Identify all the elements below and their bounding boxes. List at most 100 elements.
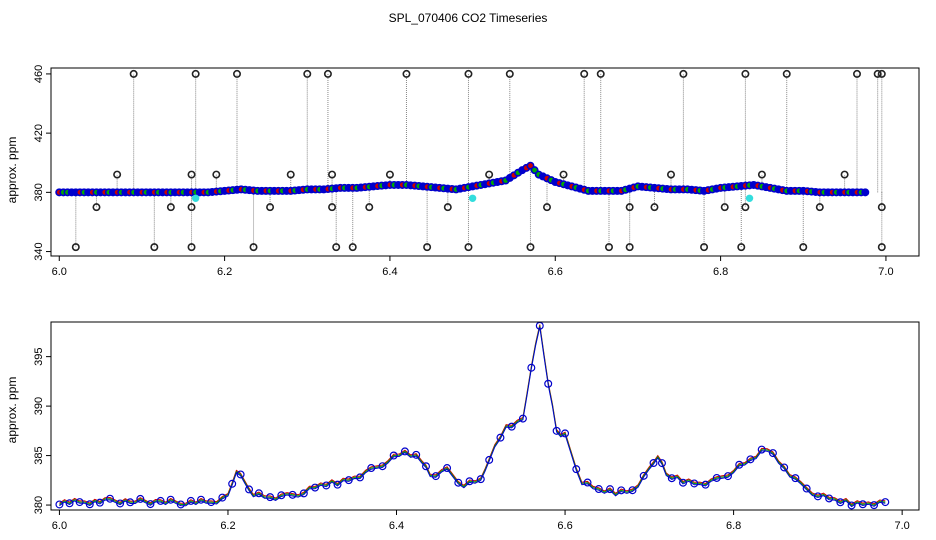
co2-point <box>245 485 254 494</box>
co2-point <box>757 445 766 454</box>
outlier-point <box>799 243 808 252</box>
co2-point <box>617 486 626 495</box>
outlier-point <box>71 243 80 252</box>
outlier-point <box>815 203 824 212</box>
outlier-point <box>286 170 295 179</box>
co2-point <box>156 496 165 505</box>
co2-point <box>813 492 822 501</box>
top-panel: approx. ppm 6.0 6.2 6.4 6.6 6.8 7.0 340 380 420 4… <box>5 65 920 278</box>
outlier-point <box>323 69 332 78</box>
co2-point <box>825 494 834 503</box>
top-x-tick-label: 7.0 <box>878 266 893 278</box>
co2-point <box>197 495 206 504</box>
outlier-point <box>303 69 312 78</box>
bottom-panel: approx. ppm 6.0 6.2 6.4 6.6 6.8 7.0 380 385 390 3… <box>5 321 920 532</box>
co2-point <box>723 472 732 481</box>
outlier-point <box>741 203 750 212</box>
outlier-point <box>129 69 138 78</box>
outlier-point <box>650 203 659 212</box>
bottom-x-tick-label: 6.8 <box>726 520 741 532</box>
bottom-y-tick-label: 380 <box>33 496 45 514</box>
outlier-point <box>212 170 221 179</box>
co2-point <box>649 459 658 468</box>
outlier-point <box>464 69 473 78</box>
co2-point <box>594 485 603 494</box>
outlier-point <box>737 243 746 252</box>
co2-point <box>389 451 398 460</box>
co2-point <box>166 495 175 504</box>
co2-point <box>485 455 494 464</box>
co2-point <box>266 493 275 502</box>
outlier-point <box>464 243 473 252</box>
co2-point <box>378 462 387 471</box>
co2-point <box>657 459 666 468</box>
outlier-point <box>187 203 196 212</box>
outlier-point <box>877 203 886 212</box>
co2-point <box>207 498 216 507</box>
co2-point <box>690 479 699 488</box>
co2-point <box>606 485 615 494</box>
outlier-point <box>559 170 568 179</box>
co2-point <box>701 480 710 489</box>
top-panel-frame <box>50 67 920 257</box>
co2-point <box>583 478 592 487</box>
outlier-point <box>187 170 196 179</box>
co2-point <box>344 476 353 485</box>
outlier-point <box>526 243 535 252</box>
outlier-point <box>485 170 494 179</box>
co2-point <box>333 480 342 489</box>
co2-point <box>836 498 845 507</box>
outlier-point <box>700 243 709 252</box>
co2-point <box>400 447 409 456</box>
outlier-point <box>542 203 551 212</box>
co2-point <box>126 498 135 507</box>
co2-point <box>136 494 145 503</box>
co2-point <box>746 455 755 464</box>
top-x-tick-label: 6.2 <box>217 266 232 278</box>
co2-trace-line <box>59 326 886 508</box>
co2-point <box>496 433 505 442</box>
top-y-tick-label: 460 <box>33 65 45 83</box>
top-y-tick-label: 380 <box>33 183 45 201</box>
top-y-tick-label: 420 <box>33 124 45 142</box>
bottom-x-tick-label: 6.6 <box>557 520 572 532</box>
outlier-point <box>348 243 357 252</box>
co2-point <box>422 462 431 471</box>
outlier-point <box>187 243 196 252</box>
co2-point <box>311 483 320 492</box>
co2-trace-line <box>59 325 886 507</box>
outlier-point <box>443 203 452 212</box>
outlier-point <box>402 69 411 78</box>
co2-point <box>412 450 421 459</box>
outlier-point <box>113 170 122 179</box>
outlier-point <box>757 170 766 179</box>
bottom-x-tick-label: 7.0 <box>894 520 909 532</box>
co2-point <box>712 473 721 482</box>
co2-point <box>443 464 452 473</box>
outlier-point <box>423 243 432 252</box>
bottom-x-tick-label: 6.2 <box>220 520 235 532</box>
bottom-y-tick-label: 395 <box>33 347 45 365</box>
co2-point <box>735 460 744 469</box>
outlier-point <box>365 203 374 212</box>
outlier-point <box>741 69 750 78</box>
outlier-point <box>328 170 337 179</box>
outlier-point <box>877 69 886 78</box>
co2-point <box>454 478 463 487</box>
outlier-point <box>604 243 613 252</box>
co2-point <box>639 471 648 480</box>
bottom-x-tick-label: 6.0 <box>52 520 67 532</box>
outlier-point <box>580 69 589 78</box>
cyan-point <box>191 194 200 202</box>
co2-point <box>105 494 114 503</box>
outlier-point <box>679 69 688 78</box>
co2-point <box>322 481 331 490</box>
co2-point <box>75 498 84 507</box>
outlier-point <box>166 203 175 212</box>
bottom-y-tick-label: 385 <box>33 446 45 464</box>
outlier-point <box>625 203 634 212</box>
co2-point <box>561 429 570 438</box>
outlier-point <box>720 203 729 212</box>
cyan-point <box>468 194 477 202</box>
cyan-point <box>745 194 754 202</box>
